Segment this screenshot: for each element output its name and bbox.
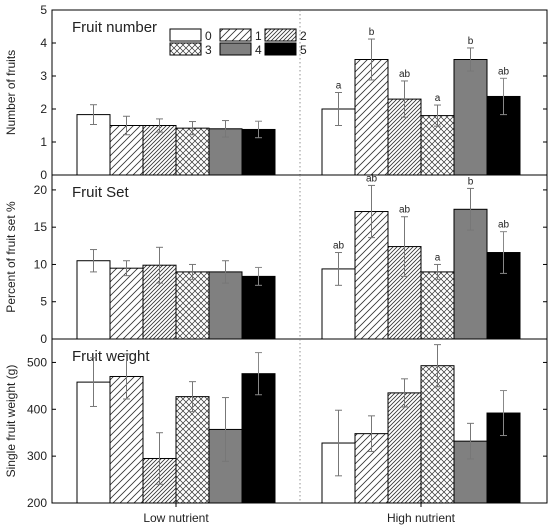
significance-label: ab — [399, 205, 411, 216]
legend-label: 0 — [205, 29, 212, 43]
significance-label: b — [468, 176, 474, 187]
y-tick-label: 3 — [40, 69, 47, 83]
y-axis-label: Percent of fruit set % — [4, 201, 18, 313]
significance-label: ab — [498, 66, 510, 77]
y-tick-label: 200 — [27, 496, 47, 510]
y-tick-label: 5 — [40, 295, 47, 309]
y-axis-label: Single fruit weight (g) — [4, 365, 18, 478]
y-tick-label: 300 — [27, 449, 47, 463]
bar — [109, 267, 144, 340]
significance-label: ab — [366, 173, 378, 184]
y-tick-label: 0 — [40, 168, 47, 182]
legend-swatch — [264, 28, 297, 42]
legend-label: 2 — [300, 29, 307, 43]
y-tick-label: 5 — [40, 3, 47, 17]
y-tick-label: 1 — [40, 135, 47, 149]
significance-label: ab — [333, 241, 345, 252]
panel-title: Fruit number — [72, 19, 157, 36]
bar — [175, 271, 210, 340]
bar — [420, 271, 455, 340]
bar — [453, 59, 488, 176]
y-tick-label: 400 — [27, 402, 47, 416]
bar — [76, 260, 111, 340]
y-tick-label: 20 — [34, 183, 48, 197]
y-tick-label: 15 — [34, 220, 48, 234]
y-axis-label: Number of fruits — [4, 50, 18, 135]
panel-fruit-set: 0 5 10 15 20 Percent of fruit set % Fruit Set a… — [4, 173, 548, 346]
bar — [175, 396, 210, 504]
legend-label: 4 — [255, 43, 262, 57]
x-axis: Low nutrient High nutrient — [143, 503, 456, 525]
legend-label: 5 — [300, 43, 307, 57]
legend-swatch — [169, 28, 202, 42]
x-tick-label: High nutrient — [387, 511, 456, 525]
significance-label: a — [336, 81, 342, 92]
y-tick-label: 2 — [40, 102, 47, 116]
significance-label: a — [435, 93, 441, 104]
y-tick-label: 500 — [27, 355, 47, 369]
significance-label: ab — [498, 220, 510, 231]
panel-title: Fruit Set — [72, 184, 130, 201]
y-tick-label: 10 — [34, 257, 48, 271]
legend-swatch — [219, 42, 252, 56]
legend-label: 3 — [205, 43, 212, 57]
legend-label: 1 — [255, 29, 262, 43]
y-tick-label: 0 — [40, 332, 47, 346]
significance-label: ab — [399, 69, 411, 80]
x-tick-label: Low nutrient — [143, 511, 209, 525]
significance-label: a — [435, 252, 441, 263]
bar — [387, 392, 422, 504]
plot-frame — [51, 338, 548, 504]
legend-swatch — [169, 42, 202, 56]
bar — [420, 365, 455, 504]
legend-swatch — [219, 28, 252, 42]
panel-fruit-weight: 200 300 400 500 Single fruit weight (g) Fruit… — [4, 338, 548, 510]
y-tick-label: 4 — [40, 36, 47, 50]
bar — [142, 125, 177, 176]
significance-label: b — [468, 36, 474, 47]
legend: 0 1 2 3 4 5 — [169, 28, 307, 57]
significance-label: b — [369, 27, 375, 38]
panel-title: Fruit weight — [72, 348, 150, 365]
legend-swatch — [264, 42, 297, 56]
